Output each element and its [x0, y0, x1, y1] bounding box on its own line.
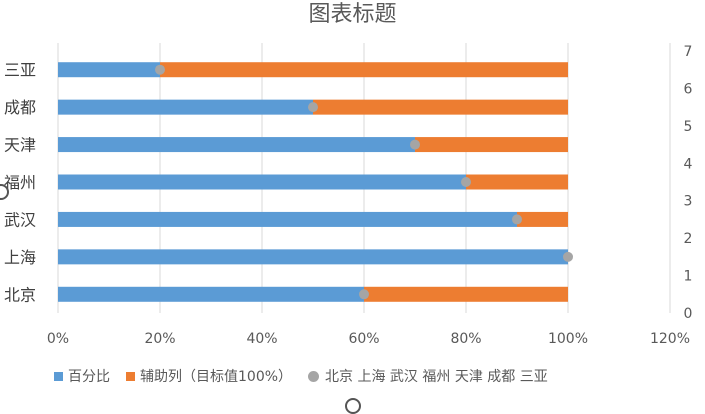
scatter-point: [410, 139, 420, 150]
bar-helper: [415, 137, 568, 153]
y-category-label: 武汉: [4, 210, 36, 229]
bar-percent: [58, 249, 568, 265]
y-category-label: 福州: [4, 173, 36, 192]
y-category-label: 天津: [4, 136, 36, 155]
scatter-point: [359, 289, 369, 300]
legend-label-percent: 百分比: [68, 369, 110, 385]
x-tick-label: 80%: [450, 331, 481, 347]
bar-percent: [58, 174, 466, 190]
legend-item-helper: 辅助列（目标值100%）: [126, 366, 292, 386]
y-category-label: 上海: [4, 248, 36, 267]
legend: 百分比 辅助列（目标值100%） 北京 上海 武汉 福州 天津 成都 三亚: [54, 366, 564, 386]
bar-helper: [313, 99, 568, 115]
x-tick-label: 20%: [144, 331, 175, 347]
y2-tick-label: 0: [684, 306, 693, 322]
x-tick-label: 40%: [246, 331, 277, 347]
bar-percent: [58, 286, 364, 302]
bar-percent: [58, 62, 160, 78]
chart-title: 图表标题: [308, 2, 397, 27]
y2-tick-label: 3: [684, 194, 693, 210]
legend-item-percent: 百分比: [54, 366, 110, 386]
scatter-point: [512, 214, 522, 225]
scatter-point: [155, 64, 165, 75]
y2-tick-label: 5: [684, 119, 693, 135]
legend-item-cities: 北京 上海 武汉 福州 天津 成都 三亚: [308, 366, 548, 386]
selection-handle-left[interactable]: [0, 184, 9, 200]
legend-swatch-gray-dot: [308, 370, 320, 382]
x-tick-label: 120%: [650, 331, 690, 347]
bar-helper: [364, 286, 568, 302]
bar-percent: [58, 137, 415, 153]
selection-handle-bottom[interactable]: [345, 398, 361, 414]
scatter-point: [563, 251, 573, 262]
bar-helper: [466, 174, 568, 190]
y-category-label: 北京: [4, 285, 36, 304]
y2-tick-label: 4: [684, 156, 693, 172]
legend-label-cities: 北京 上海 武汉 福州 天津 成都 三亚: [325, 369, 548, 385]
legend-swatch-orange: [126, 371, 135, 381]
y-category-label: 三亚: [4, 61, 36, 80]
bar-percent: [58, 211, 517, 227]
y-category-label: 成都: [4, 98, 36, 117]
y2-tick-label: 1: [684, 269, 693, 285]
legend-swatch-blue: [54, 371, 63, 381]
bar-chart: 0% 20% 40% 60% 80% 100% 120% 北京 上海 武汉 福州 天津 成都 三亚 0 1 2 3…: [4, 43, 693, 347]
y2-tick-label: 7: [684, 44, 693, 60]
bar-helper: [160, 62, 568, 78]
bar-helper: [517, 211, 568, 227]
x-tick-label: 60%: [348, 331, 379, 347]
x-tick-label: 100%: [548, 331, 588, 347]
y2-tick-label: 2: [684, 231, 693, 247]
x-tick-label: 0%: [47, 331, 69, 347]
bar-percent: [58, 99, 313, 115]
scatter-point: [308, 102, 318, 113]
scatter-point: [461, 177, 471, 187]
y2-tick-label: 6: [684, 81, 693, 97]
legend-label-helper: 辅助列（目标值100%）: [140, 369, 293, 385]
